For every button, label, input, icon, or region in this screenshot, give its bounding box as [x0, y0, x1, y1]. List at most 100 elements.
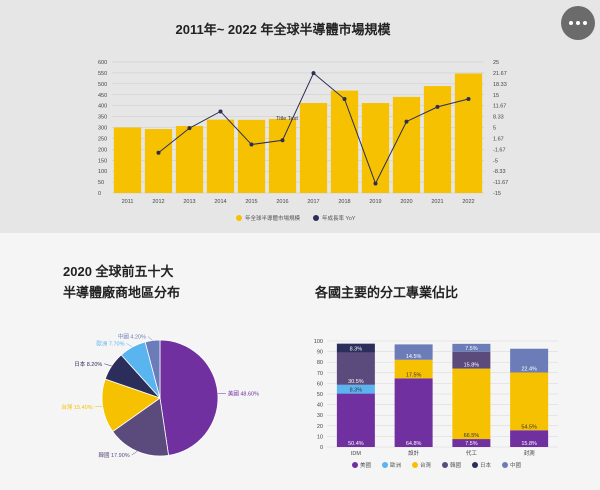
segment-value-label: 15.8% [464, 363, 480, 369]
legend-label-market-size: 年全球半導體市場規模 [245, 214, 301, 222]
right-axis-tick: -8.33 [493, 169, 506, 175]
legend-label: 日本 [480, 461, 492, 469]
segment-value-label: 30.5% [348, 379, 364, 385]
y-axis-tick: 60 [317, 381, 323, 387]
yoy-point [466, 97, 471, 102]
segment-value-label: 7.5% [465, 346, 478, 352]
market-size-bar [175, 125, 204, 193]
market-size-bar [144, 129, 173, 193]
x-axis-tick: 2016 [276, 199, 288, 205]
legend-swatch-market-size [236, 215, 242, 221]
y-axis-tick: 100 [314, 339, 323, 345]
segment-value-label: 7.5% [465, 441, 478, 447]
chart-annotation: Title Text [276, 116, 298, 122]
segment-value-label: 64.8% [406, 441, 422, 447]
market-size-bar [454, 73, 483, 193]
yoy-point [249, 142, 254, 147]
more-options-button[interactable] [561, 6, 595, 40]
stacked-bar-segment [394, 344, 433, 360]
legend-swatch [472, 462, 478, 468]
market-size-chart: 2011年~ 2022 年全球半導體市場規模 0 50 100 150 200 250 30… [98, 22, 508, 222]
left-axis-tick: 250 [98, 136, 107, 142]
market-size-bar [299, 103, 328, 193]
x-axis-tick: 2020 [400, 199, 412, 205]
left-axis-tick: 600 [98, 60, 107, 66]
yoy-point [342, 97, 347, 102]
y-axis-tick: 50 [317, 392, 323, 398]
x-axis-tick: 2014 [214, 199, 226, 205]
y-axis-tick: 70 [317, 371, 323, 377]
stacked-bar-segment [336, 384, 375, 394]
pie-leader-line [131, 451, 138, 456]
legend-swatch-yoy [313, 215, 319, 221]
x-axis-tick: 2015 [245, 199, 257, 205]
pie-leader-line [104, 363, 112, 367]
y-axis-tick: 0 [320, 445, 323, 451]
more-horizontal-icon [583, 21, 587, 25]
pie-title-line-1: 2020 全球前五十大 [63, 264, 174, 279]
left-axis-tick: 350 [98, 115, 107, 121]
legend-swatch [352, 462, 358, 468]
right-axis-tick: -5 [493, 158, 498, 164]
more-horizontal-icon [576, 21, 580, 25]
yoy-point [311, 71, 316, 76]
pie-leader-line [147, 336, 153, 341]
segment-value-label: 22.4% [521, 366, 537, 372]
stacked-bar-segment [394, 378, 433, 447]
right-axis-tick: 1.67 [493, 136, 504, 142]
segment-value-label: 15.8% [521, 441, 537, 447]
legend-swatch [382, 462, 388, 468]
left-axis-tick: 200 [98, 147, 107, 153]
right-axis-tick: -15 [493, 191, 501, 197]
legend-label: 中國 [510, 461, 522, 469]
right-axis-tick: 21.67 [493, 71, 507, 77]
market-size-bar [423, 86, 452, 193]
segment-value-label: 8.3% [350, 346, 363, 352]
pie-slice [159, 339, 219, 456]
right-axis-tick: 15 [493, 93, 499, 99]
y-axis-tick: 10 [317, 434, 323, 440]
x-axis-tick: IDM [351, 451, 362, 457]
market-size-bar [392, 96, 421, 193]
segment-value-label: 17.5% [406, 372, 422, 378]
pie-title-line-2: 半導體廠商地區分布 [63, 285, 180, 300]
left-axis-tick: 150 [98, 158, 107, 164]
left-axis-tick: 550 [98, 71, 107, 77]
y-axis-tick: 90 [317, 350, 323, 356]
pie-slice-label: 日本 8.20% [74, 360, 102, 368]
stacked-chart-title: 各國主要的分工專業佔比 [314, 285, 458, 300]
x-axis-tick: 2019 [369, 199, 381, 205]
x-axis-tick: 2022 [462, 199, 474, 205]
stacked-bar-segment [452, 368, 491, 440]
pie-slice-label: 中國 4.20% [118, 333, 146, 341]
legend-swatch [412, 462, 418, 468]
y-axis-tick: 30 [317, 413, 323, 419]
stacked-bar-segment [510, 430, 549, 447]
stacked-bar-segment [452, 351, 491, 369]
x-axis-tick: 代工 [466, 449, 478, 457]
yoy-point [218, 109, 223, 114]
legend-swatch [442, 462, 448, 468]
legend-label: 美國 [360, 461, 372, 469]
x-axis-tick: 2017 [307, 199, 319, 205]
x-axis-tick: 2021 [431, 199, 443, 205]
right-axis-tick: -1.67 [493, 147, 506, 153]
pie-slice [101, 378, 161, 433]
market-size-bar [361, 103, 390, 193]
right-axis-tick: 25 [493, 60, 499, 66]
segment-value-label: 14.5% [406, 354, 422, 360]
pie-slice-label: 美國 48.60% [228, 389, 259, 397]
y-axis-tick: 40 [317, 403, 323, 409]
left-axis-tick: 450 [98, 93, 107, 99]
stacked-bar-segment [452, 439, 491, 447]
market-size-bar [206, 119, 235, 193]
stacked-bar-segment [510, 372, 549, 431]
yoy-point [435, 104, 440, 109]
segment-value-label: 50.4% [348, 441, 364, 447]
stacked-bar-segment [336, 343, 375, 353]
left-axis-tick: 0 [98, 191, 101, 197]
market-size-bar [268, 118, 297, 193]
market-size-bar [237, 119, 266, 193]
